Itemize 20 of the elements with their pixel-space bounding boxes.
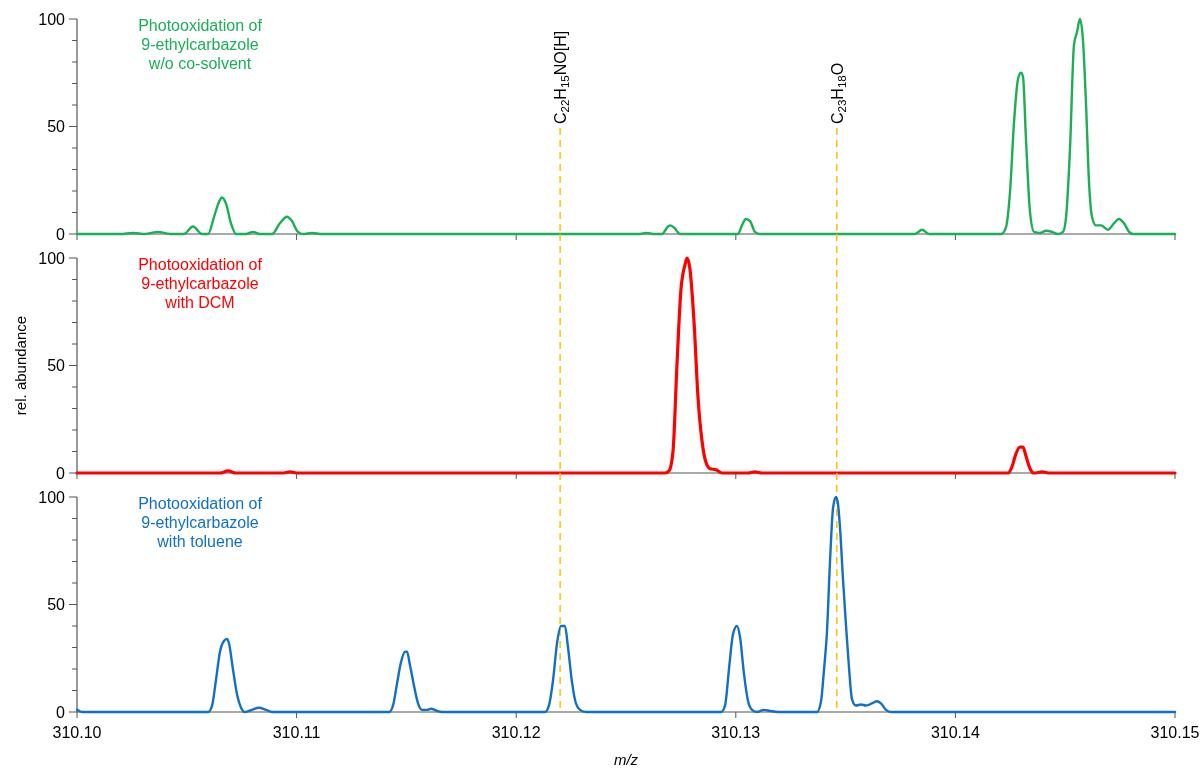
x-tick-label: 310.11: [272, 724, 321, 741]
text: Photooxidation of 9-ethylcarbazole with toluene: [138, 495, 263, 550]
x-tick-label: 310.13: [711, 724, 761, 741]
x-tick-label: 310.15: [1150, 724, 1200, 741]
x-tick-label: 310.12: [491, 724, 541, 741]
y-tick-label: 100: [38, 249, 66, 267]
y-tick-label: 100: [38, 488, 66, 506]
x-axis-title: m/z: [613, 751, 639, 768]
y-tick-label: 50: [47, 596, 66, 614]
y-tick-label: 50: [47, 118, 66, 136]
y-tick-label: 0: [56, 464, 66, 482]
y-tick-label: 100: [38, 10, 66, 28]
y-tick-label: 0: [56, 225, 66, 243]
y-axis-title: rel. abundance: [12, 315, 29, 416]
x-tick-label: 310.10: [52, 724, 102, 741]
text: Photooxidation of 9-ethylcarbazole w/o co-solvent: [138, 17, 263, 72]
text: Photooxidation of 9-ethylcarbazole with DCM: [138, 256, 263, 311]
x-tick-label: 310.14: [930, 724, 980, 741]
y-tick-label: 50: [47, 357, 66, 375]
y-tick-label: 0: [56, 703, 66, 721]
